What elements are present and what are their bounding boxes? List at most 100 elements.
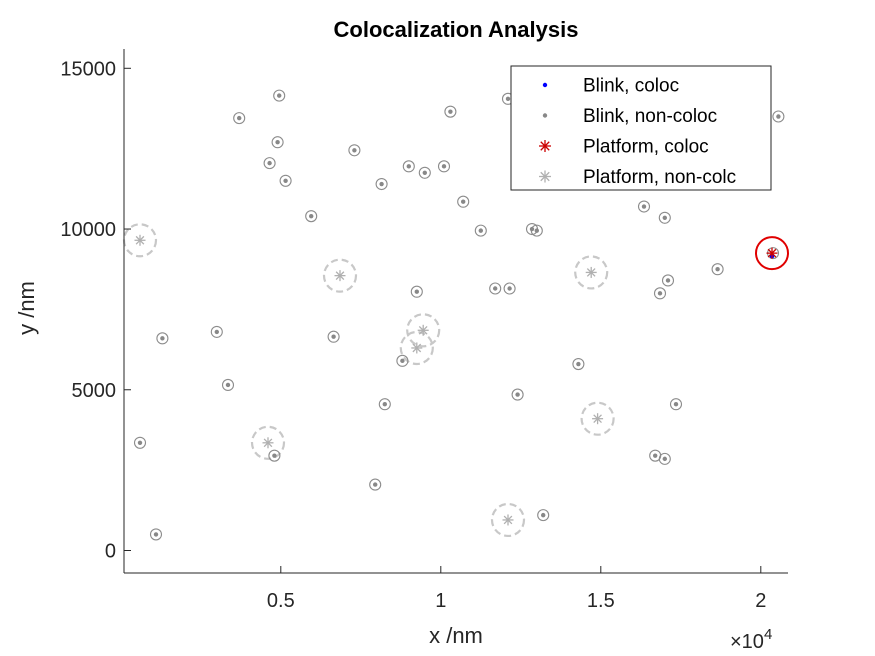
blink-noncoloc-point [379, 181, 384, 187]
blink-ring [263, 157, 276, 170]
blink-ring [133, 436, 147, 449]
platform-noncoloc-point [502, 514, 514, 526]
legend-marker-asterisk [539, 140, 551, 152]
x-exponent-base: ×10 [730, 631, 764, 653]
asterisk-stroke [335, 271, 345, 280]
legend-marker-dot [542, 82, 548, 88]
blink-noncoloc-point [653, 453, 658, 458]
blink-ring [537, 509, 550, 522]
legend-box [510, 65, 772, 191]
blink-noncoloc-point [275, 140, 280, 145]
legend-marker-asterisk [539, 170, 551, 183]
blink-ring [378, 398, 391, 411]
blink-noncoloc-point [237, 115, 242, 121]
blink-ring [210, 325, 223, 338]
blink-ring [396, 354, 409, 367]
blink-ring [437, 160, 451, 173]
blink-ring [327, 330, 340, 343]
blink-ring [661, 274, 675, 287]
search-radius-circle [580, 401, 615, 436]
blink-ring [711, 263, 724, 276]
blink-ring [653, 287, 667, 300]
blink-noncoloc-point [507, 286, 512, 291]
y-tick-label: 5000 [72, 380, 117, 402]
x-tick-label: 2 [755, 590, 766, 612]
blink-noncoloc-point [160, 336, 165, 341]
blink-noncoloc-point [673, 402, 679, 407]
blink-ring [658, 211, 671, 224]
asterisk-stroke [540, 141, 550, 151]
platform-noncoloc-point [417, 324, 429, 336]
legend-entry-label: Platform, coloc [583, 137, 709, 158]
coloc-highlight-circle [755, 236, 789, 271]
blink-ring [772, 110, 785, 123]
platform-noncoloc-point [592, 413, 604, 425]
asterisk-stroke [586, 268, 596, 277]
blink-ring [305, 210, 318, 223]
blink-noncoloc-point [662, 456, 667, 462]
blink-ring [658, 452, 671, 465]
asterisk-stroke [593, 414, 602, 424]
asterisk-stroke [135, 235, 145, 245]
chart-title: Colocalization Analysis [334, 17, 579, 42]
blink-noncoloc-point [715, 267, 720, 272]
platform-noncoloc-point [262, 437, 274, 449]
platform-noncoloc-point [585, 266, 597, 278]
blink-ring [444, 105, 457, 118]
x-exponent-power: 4 [764, 626, 772, 643]
data-markers [134, 93, 781, 537]
blink-noncoloc-point [214, 329, 219, 335]
asterisk-stroke [418, 325, 428, 335]
blink-noncoloc-point [422, 170, 427, 175]
asterisk-stroke [540, 171, 550, 182]
legend-items: Blink, coloc Blink, non-coloc Platform, co… [539, 76, 736, 188]
blink-noncoloc-point [478, 228, 483, 233]
legend: Blink, coloc Blink, non-coloc Platform, co… [510, 65, 772, 191]
blink-ring [369, 478, 382, 491]
blink-noncoloc-point [576, 361, 581, 367]
blink-ring [233, 112, 246, 125]
blink-noncoloc-point [272, 453, 277, 458]
asterisk-stroke [263, 438, 273, 448]
y-tick-label: 10000 [60, 219, 116, 241]
blink-noncoloc-point [352, 148, 357, 153]
blink-ring [669, 398, 683, 411]
platform-noncoloc-point [134, 234, 146, 246]
blink-noncoloc-point [225, 382, 231, 388]
search-radius-circle [490, 502, 526, 538]
blink-ring [279, 174, 292, 187]
blink-noncoloc-point [641, 204, 647, 209]
blink-noncoloc-point [441, 164, 447, 169]
blink-noncoloc-point [153, 532, 159, 537]
legend-entry-label: Blink, coloc [583, 76, 679, 97]
blink-ring [474, 224, 487, 237]
search-radius-circle [574, 255, 609, 290]
legend-marker-dot [542, 113, 548, 118]
blink-ring [572, 357, 585, 371]
blink-ring [489, 282, 502, 295]
marker-circles [122, 89, 789, 541]
legend-entry-label: Blink, non-coloc [583, 106, 717, 127]
y-tick-label: 0 [105, 540, 116, 562]
blink-noncoloc-point [137, 440, 143, 446]
axes: 0.5 1 1.5 2 0 5000 10000 15000 [60, 49, 788, 612]
blink-ring [637, 200, 651, 213]
blink-ring [375, 177, 388, 191]
blink-ring [149, 528, 163, 541]
blink-noncoloc-point [665, 278, 671, 283]
blink-ring [348, 144, 361, 157]
blink-ring [402, 160, 415, 173]
blink-ring [268, 449, 281, 462]
blink-ring [457, 195, 470, 208]
blink-ring [511, 388, 524, 401]
platform-noncoloc-point [334, 270, 346, 282]
search-radius-circle [399, 330, 434, 366]
blink-noncoloc-point [534, 228, 539, 233]
blink-noncoloc-point [529, 226, 535, 232]
search-radius-circle [322, 258, 358, 293]
blink-ring [156, 332, 169, 345]
blink-ring [271, 136, 284, 149]
x-axis-exponent: ×104 [730, 626, 772, 653]
blink-noncoloc-point [414, 289, 419, 294]
